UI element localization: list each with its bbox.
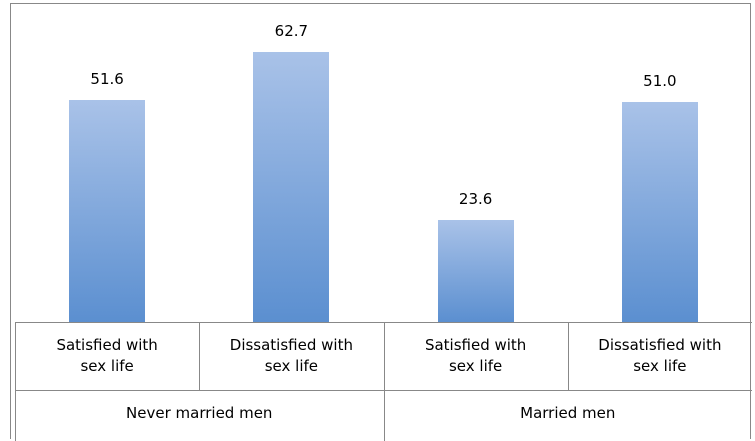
bar <box>437 220 514 322</box>
value-label: 62.7 <box>274 22 309 40</box>
group-label: Married men <box>520 404 616 422</box>
group-label: Never married men <box>126 404 273 422</box>
bar <box>621 102 698 322</box>
separator <box>383 322 385 441</box>
separator <box>567 322 569 390</box>
value-label: 23.6 <box>458 190 493 209</box>
bar <box>69 99 146 322</box>
category-label: Dissatisfied with sex life <box>598 336 722 375</box>
axis-line <box>15 322 16 441</box>
value-label: 51.0 <box>643 72 677 91</box>
value-label: 51.6 <box>90 69 124 88</box>
bar <box>253 52 330 322</box>
separator <box>15 390 752 391</box>
category-label: Satisfied with sex life <box>56 336 158 375</box>
separator <box>199 322 201 390</box>
chart-frame <box>10 3 751 439</box>
category-label: Dissatisfied with sex life <box>229 336 353 375</box>
category-label: Satisfied with sex life <box>424 336 527 375</box>
